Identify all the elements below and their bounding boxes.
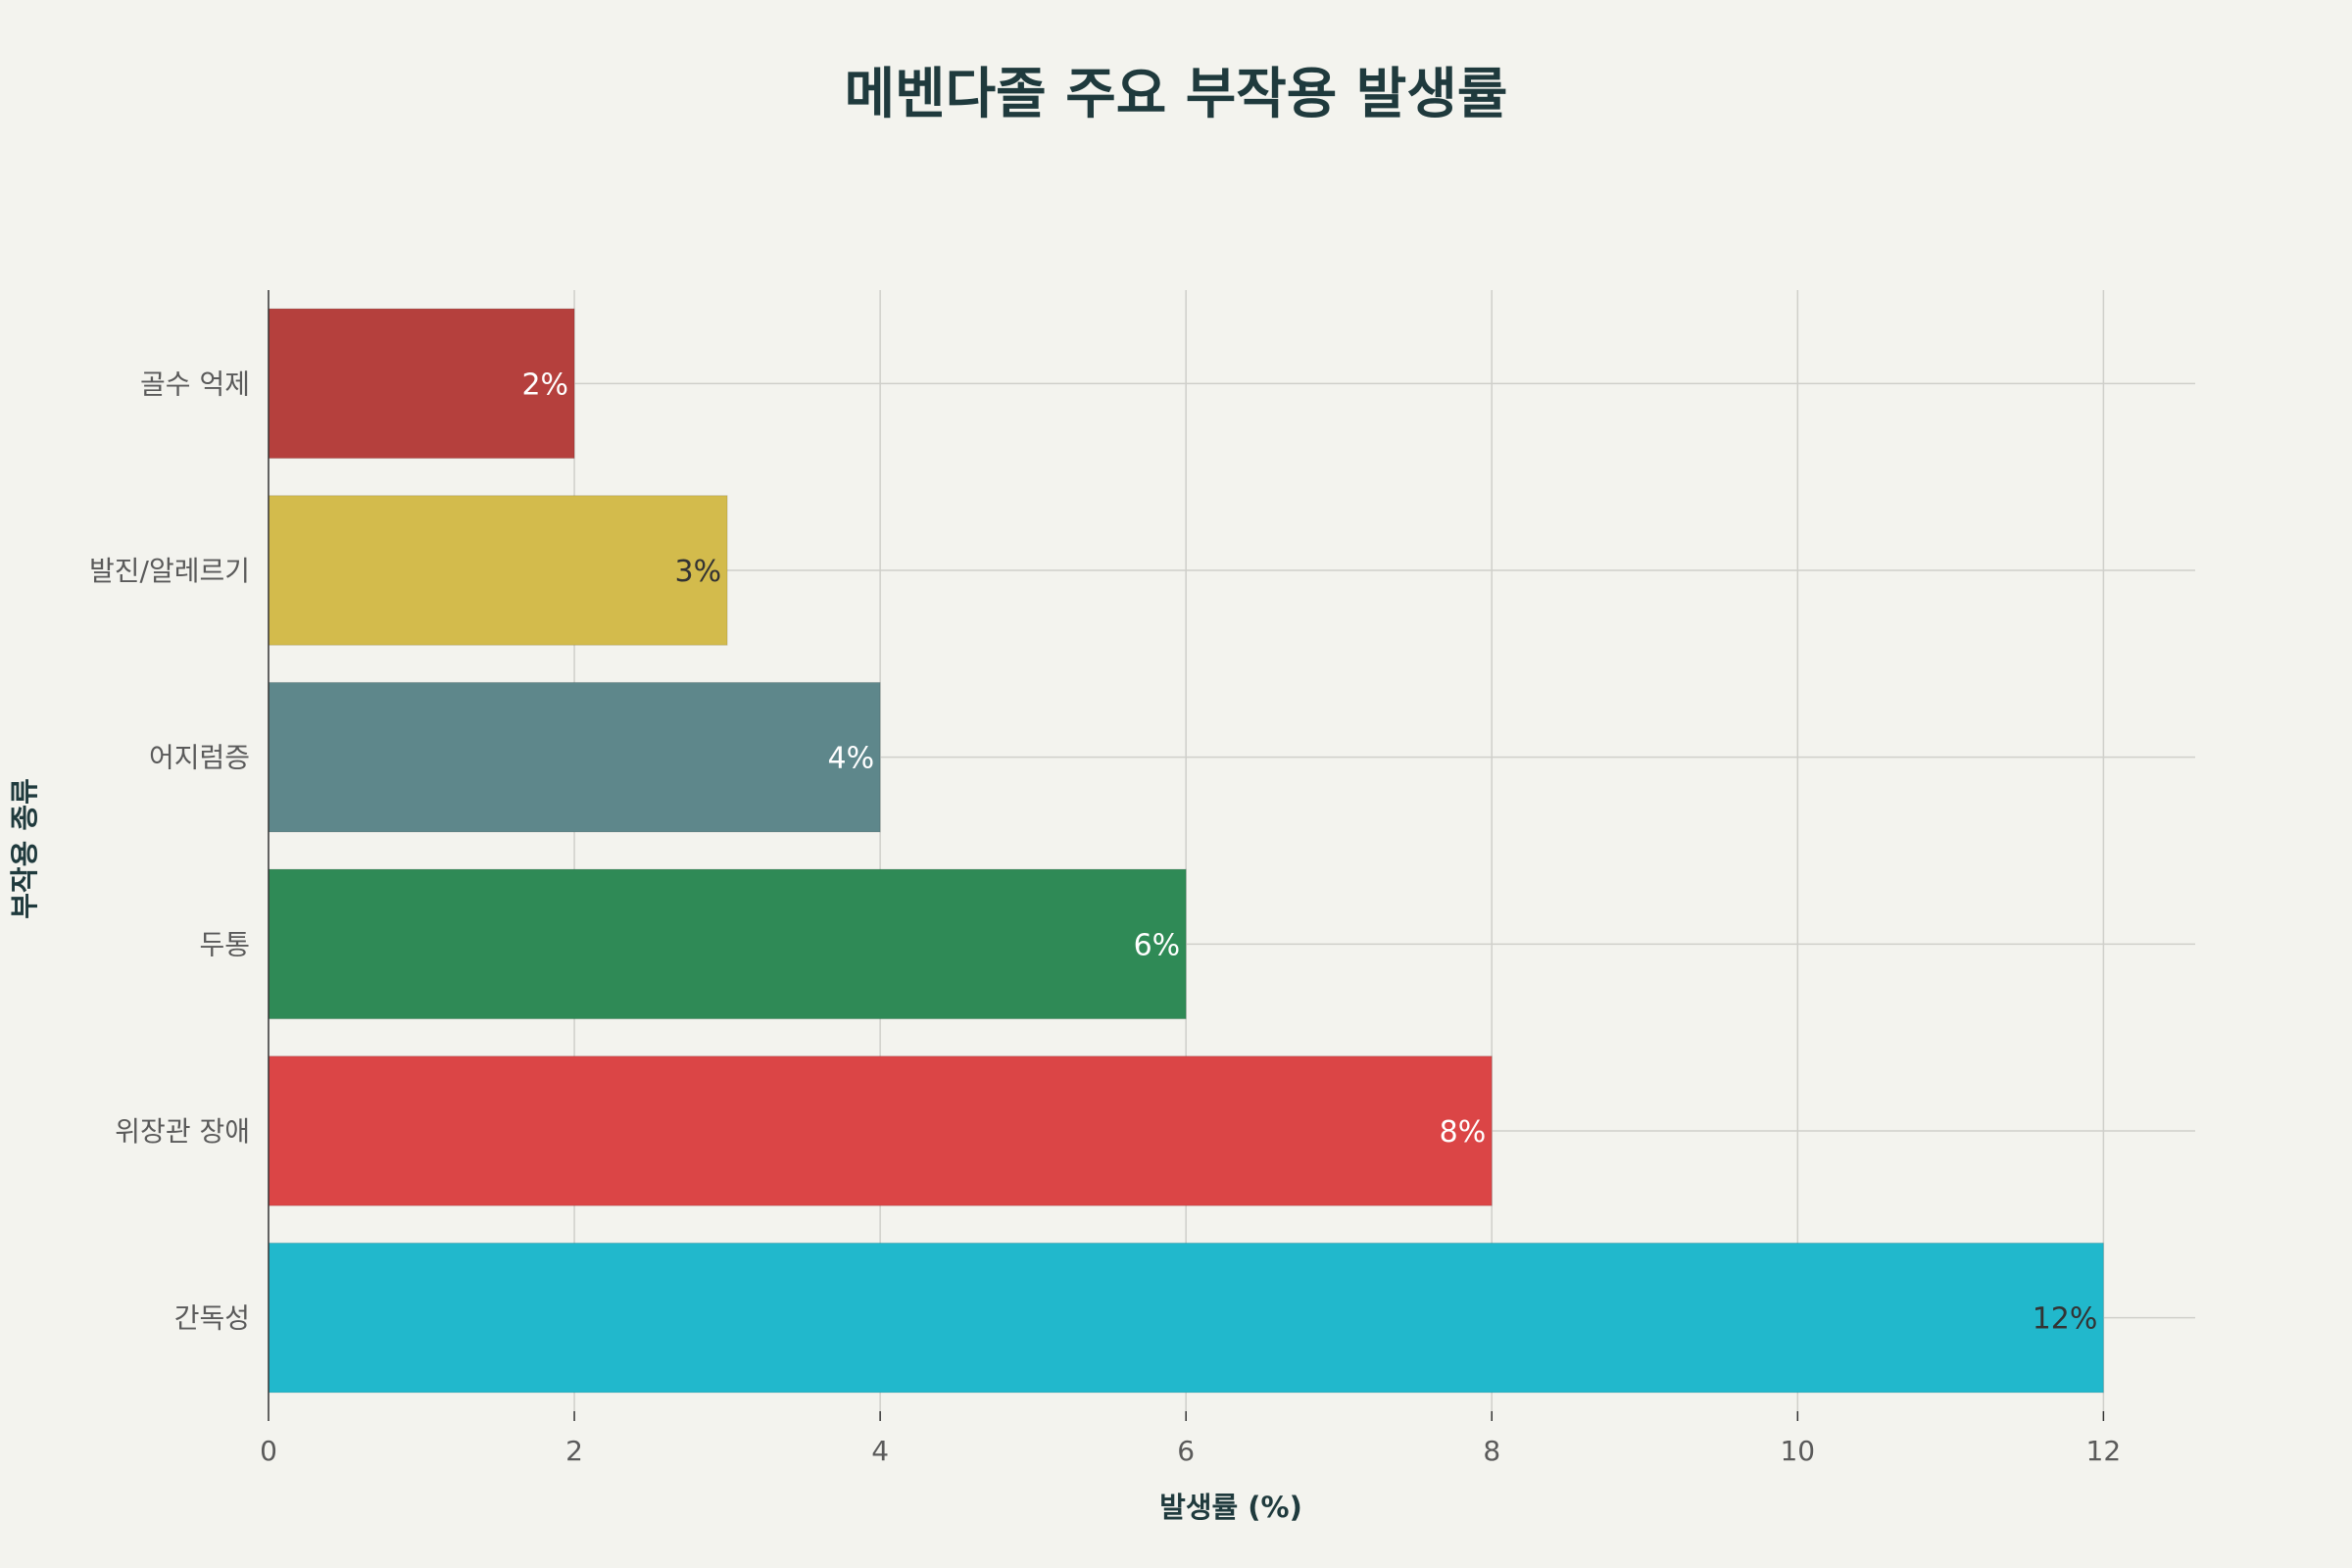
bar[interactable] [268, 1242, 2104, 1394]
bars: 2% 3% 4% 6% 8% 12% [268, 308, 2104, 1394]
bar-data-label: 3% [675, 555, 722, 589]
bar[interactable] [268, 308, 575, 460]
x-tick-label: 10 [1780, 1435, 1815, 1467]
bar-data-label: 8% [1440, 1115, 1487, 1150]
x-tick-label: 4 [871, 1435, 889, 1467]
bar-data-label: 2% [521, 368, 568, 402]
bar-data-label: 6% [1134, 928, 1181, 962]
y-category-label: 어지럼증 [149, 742, 250, 774]
x-tick-label: 8 [1483, 1435, 1500, 1467]
bar[interactable] [268, 1055, 1493, 1206]
x-tick-label: 2 [565, 1435, 583, 1467]
x-tick-label: 12 [2086, 1435, 2122, 1467]
bar[interactable] [268, 681, 881, 833]
y-category-label: 위장관 장애 [115, 1115, 250, 1148]
bar-data-label: 4% [828, 742, 875, 776]
x-tick-label: 6 [1177, 1435, 1195, 1467]
y-category-label: 골수 억제 [140, 368, 250, 400]
x-tick-label: 0 [260, 1435, 277, 1467]
y-axis-title: 부작용 종류 [8, 778, 41, 919]
bar-data-label: 12% [2033, 1302, 2098, 1337]
x-axis-title: 발생률 (%) [1159, 1491, 1302, 1524]
bar[interactable] [268, 495, 728, 646]
y-category-label: 두통 [199, 928, 250, 960]
bar[interactable] [268, 868, 1187, 1020]
y-category-label: 발진/알레르기 [89, 555, 250, 587]
chart-title: 메벤다졸 주요 부작용 발생률 [845, 63, 1508, 126]
y-category-label: 간독성 [174, 1302, 250, 1335]
